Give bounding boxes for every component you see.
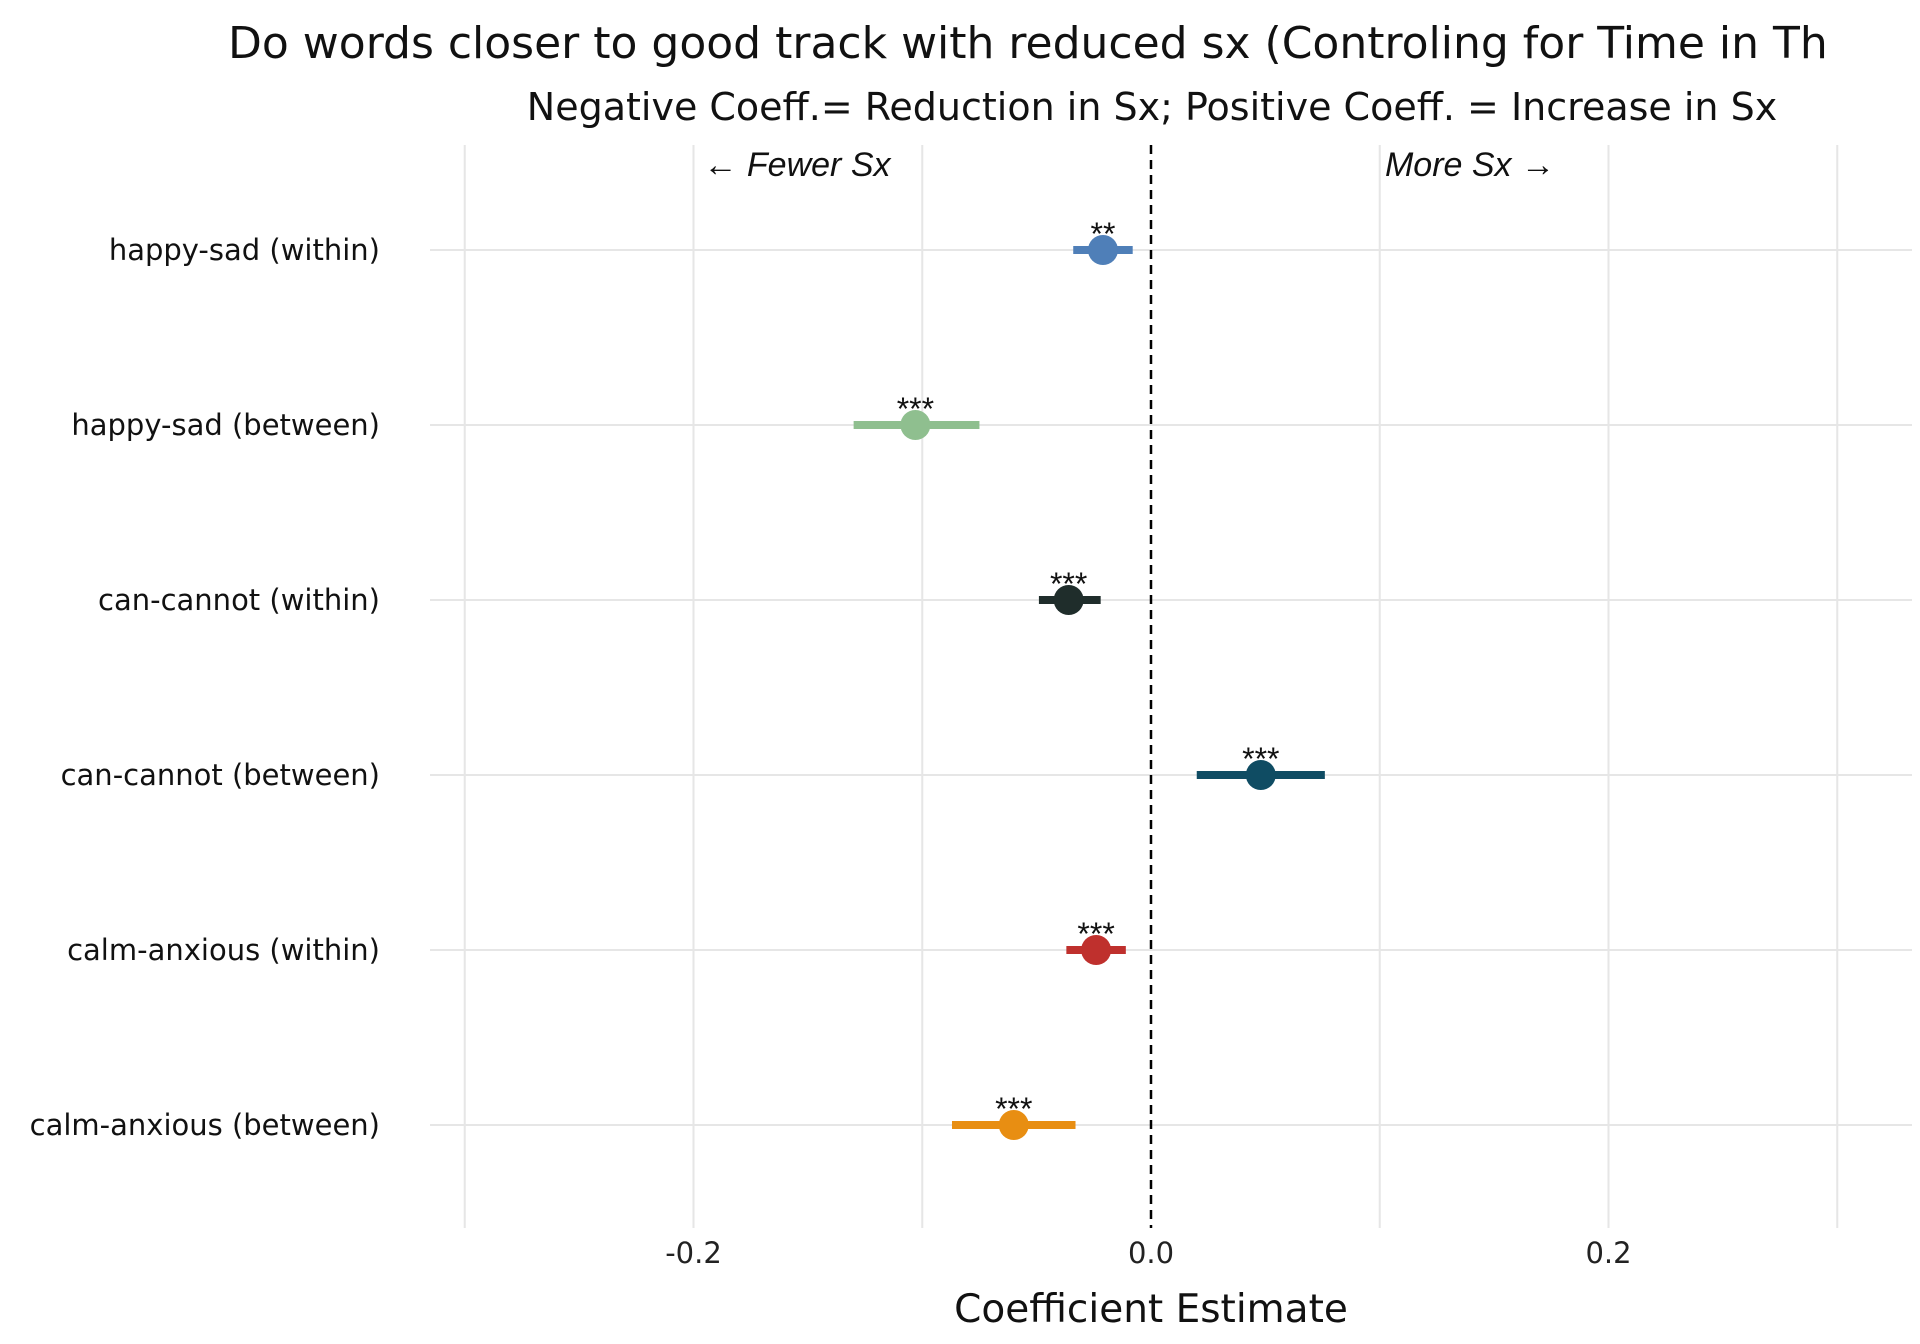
significance-label: *** [1242,741,1279,777]
estimate-point [998,1110,1029,1140]
estimate-point [1081,935,1112,965]
chart-subtitle: Negative Coeff.= Reduction in Sx; Positi… [527,85,1777,129]
estimate-point [1053,585,1084,615]
annotation-more-sx: More Sx → [1385,146,1555,184]
significance-label: *** [897,391,934,427]
estimate-marks: ***************** [853,216,1325,1140]
category-label: calm-anxious (within) [67,933,380,967]
x-tick-label: 0.0 [1128,1236,1174,1270]
gridlines [430,145,1912,1228]
category-label: calm-anxious (between) [30,1108,380,1142]
chart-title: Do words closer to good track with reduc… [228,18,1828,69]
direction-annotations: ← Fewer Sx More Sx → [703,146,1555,184]
annotation-fewer-sx: ← Fewer Sx [703,146,891,184]
x-tick-label: 0.2 [1585,1236,1631,1270]
category-label: can-cannot (between) [61,758,380,792]
x-tick-label: -0.2 [665,1236,722,1270]
x-tick-labels: -0.2 0.0 0.2 [665,1236,1631,1270]
x-axis-title: Coefficient Estimate [954,1287,1348,1332]
significance-label: ** [1091,216,1116,252]
estimate-point [900,410,931,440]
category-labels: happy-sad (within) happy-sad (between) can… [30,233,380,1142]
estimate-point [1245,760,1276,790]
significance-label: *** [1050,566,1087,602]
category-label: happy-sad (within) [109,233,380,267]
significance-label: *** [1077,916,1114,952]
category-label: happy-sad (between) [71,408,380,442]
significance-label: *** [995,1091,1032,1127]
estimate-point [1087,235,1118,265]
category-label: can-cannot (within) [98,583,380,617]
